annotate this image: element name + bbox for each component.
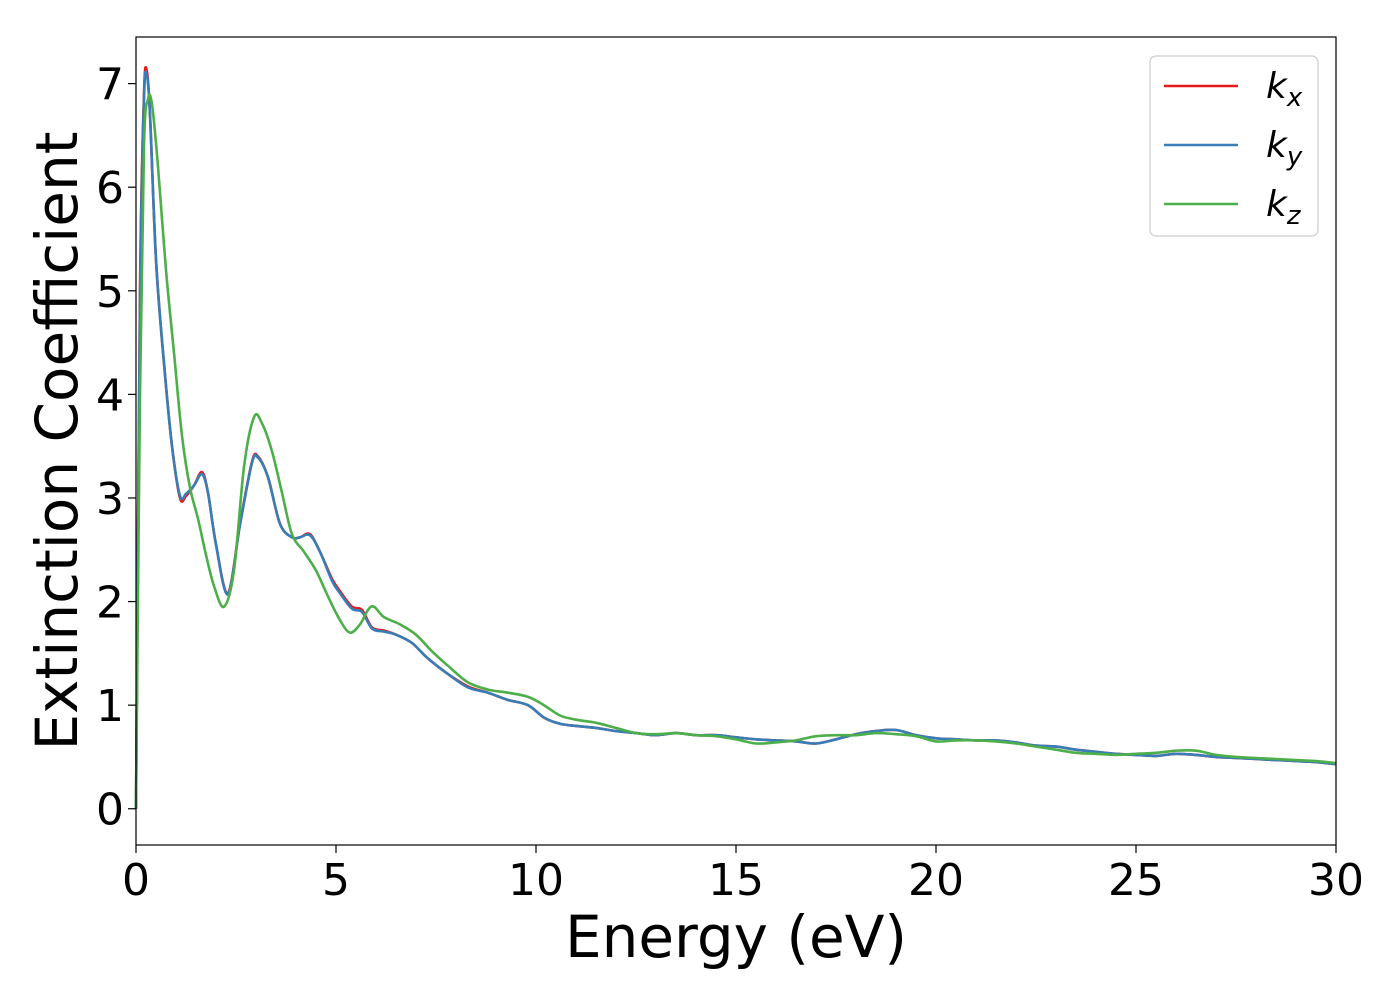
x-tick-label: 5 <box>322 855 350 906</box>
y-tick-label: 5 <box>96 267 124 318</box>
series-layer <box>134 65 1337 809</box>
y-tick-label: 7 <box>96 60 124 111</box>
y-tick-label: 6 <box>96 163 124 214</box>
ticks-layer: 0 5 10 15 20 25 30 0 1 2 3 4 5 6 7 <box>96 60 1364 906</box>
x-tick-label: 25 <box>1108 855 1164 906</box>
x-tick-label: 20 <box>908 855 964 906</box>
x-axis-title: Energy (eV) <box>565 903 907 971</box>
y-tick-label: 1 <box>96 681 124 732</box>
y-axis-title: Extinction Coefficient <box>23 132 91 751</box>
y-tick-label: 3 <box>96 474 124 525</box>
y-tick-label: 0 <box>96 785 124 836</box>
series-line-y <box>134 70 1337 809</box>
y-tick-label: 2 <box>96 578 124 629</box>
x-tick-label: 30 <box>1308 855 1364 906</box>
x-tick-label: 15 <box>708 855 764 906</box>
x-tick-label: 0 <box>122 855 150 906</box>
y-tick-label: 4 <box>96 370 124 421</box>
series-line-z <box>134 93 1337 809</box>
x-tick-label: 10 <box>508 855 564 906</box>
